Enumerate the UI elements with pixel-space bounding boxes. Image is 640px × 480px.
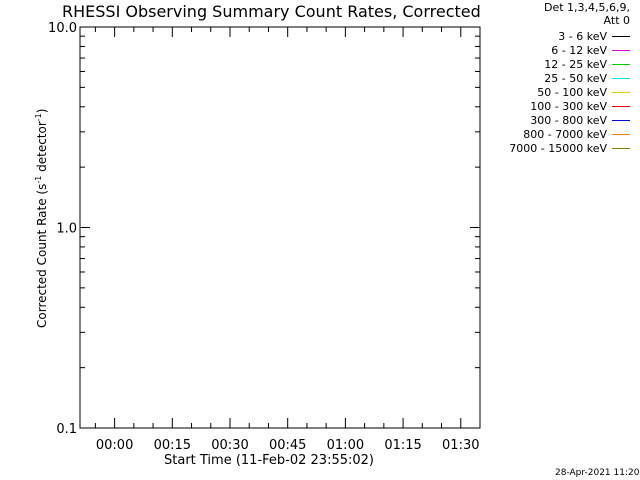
legend-entry: 100 - 300 keV <box>530 99 630 113</box>
legend-entry: 12 - 25 keV <box>544 57 630 71</box>
legend-swatch <box>612 63 630 65</box>
x-tick-label: 01:15 <box>384 438 421 453</box>
y-tick-label: 1.0 <box>56 222 77 237</box>
x-tick-label: 00:15 <box>154 438 191 453</box>
legend-label: 300 - 800 keV <box>530 113 607 127</box>
y-axis: 10.0 1.0 0.1 <box>48 21 480 437</box>
y-axis-label: Corrected Count Rate (s-1 detector-1) <box>34 108 49 328</box>
legend-swatch <box>612 105 630 107</box>
legend-header-detectors: Det 1,3,4,5,6,9, <box>543 1 630 14</box>
legend-label: 12 - 25 keV <box>544 57 607 71</box>
legend-label: 800 - 7000 keV <box>523 127 607 141</box>
legend-label: 50 - 100 keV <box>537 85 607 99</box>
x-tick-label: 01:30 <box>442 438 479 453</box>
legend-entry: 300 - 800 keV <box>530 113 630 127</box>
x-axis: 00:00 00:15 00:30 00:45 01:00 01:15 01:30 <box>94 27 481 453</box>
legend-entry: 800 - 7000 keV <box>523 127 630 141</box>
x-tick-label: 00:00 <box>96 438 133 453</box>
legend-entry: 6 - 12 keV <box>551 43 630 57</box>
legend-label: 7000 - 15000 keV <box>509 141 607 155</box>
plot-frame <box>79 26 481 429</box>
legend-label: 100 - 300 keV <box>530 99 607 113</box>
y-tick-label: 10.0 <box>48 21 77 36</box>
legend-swatch <box>612 35 630 37</box>
legend-entry: 50 - 100 keV <box>537 85 630 99</box>
legend-entry: 25 - 50 keV <box>544 71 630 85</box>
x-axis-label: Start Time (11-Feb-02 23:55:02) <box>164 453 374 468</box>
legend-entry: 7000 - 15000 keV <box>509 141 630 155</box>
legend-header-attenuator: Att 0 <box>603 14 630 27</box>
legend-swatch <box>612 147 630 149</box>
x-tick-label: 00:45 <box>269 438 306 453</box>
legend-swatch <box>612 77 630 79</box>
legend-entry: 3 - 6 keV <box>558 29 630 43</box>
y-tick-label: 0.1 <box>56 422 77 437</box>
x-tick-label: 01:00 <box>327 438 364 453</box>
timestamp: 28-Apr-2021 11:20 <box>555 468 640 478</box>
legend-swatch <box>612 91 630 93</box>
x-tick-label: 00:30 <box>211 438 248 453</box>
legend-swatch <box>612 133 630 135</box>
legend-swatch <box>612 49 630 51</box>
legend-swatch <box>612 119 630 121</box>
legend-label: 3 - 6 keV <box>558 29 607 43</box>
legend-label: 25 - 50 keV <box>544 71 607 85</box>
legend-label: 6 - 12 keV <box>551 43 607 57</box>
chart-title: RHESSI Observing Summary Count Rates, Co… <box>62 2 481 21</box>
